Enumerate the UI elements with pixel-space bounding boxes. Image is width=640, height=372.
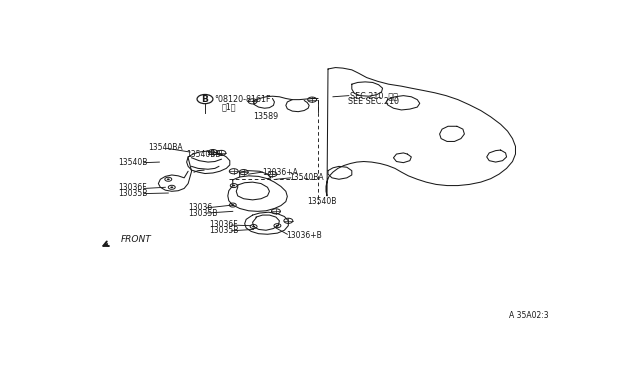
Text: 13035B: 13035B [209, 226, 238, 235]
Text: 13540BA: 13540BA [289, 173, 324, 182]
Text: A 35A02:3: A 35A02:3 [509, 311, 548, 320]
Text: 13540BB: 13540BB [187, 150, 221, 158]
Text: 13035B: 13035B [118, 189, 148, 198]
Circle shape [252, 226, 255, 227]
Text: SEE SEC.210: SEE SEC.210 [348, 97, 399, 106]
Text: FRONT: FRONT [121, 235, 152, 244]
Text: 13036F: 13036F [118, 183, 147, 192]
Text: 13540B: 13540B [118, 158, 148, 167]
Text: °08120-8161F: °08120-8161F [214, 95, 271, 104]
Text: 13540B: 13540B [307, 197, 337, 206]
Circle shape [170, 186, 173, 188]
Text: SEC.210  参図: SEC.210 参図 [350, 91, 398, 100]
Circle shape [231, 204, 234, 206]
Text: 13035B: 13035B [188, 209, 218, 218]
Circle shape [232, 185, 236, 186]
Text: 13540BA: 13540BA [148, 143, 183, 152]
Text: 13036F: 13036F [209, 220, 237, 229]
Text: B: B [202, 94, 209, 103]
Text: 13036: 13036 [188, 203, 212, 212]
Text: （1）: （1） [221, 103, 236, 112]
Text: 13589: 13589 [253, 112, 279, 121]
Circle shape [276, 225, 279, 227]
Text: 13036+B: 13036+B [286, 231, 321, 240]
Circle shape [167, 179, 170, 180]
Text: 13036+A: 13036+A [262, 168, 298, 177]
